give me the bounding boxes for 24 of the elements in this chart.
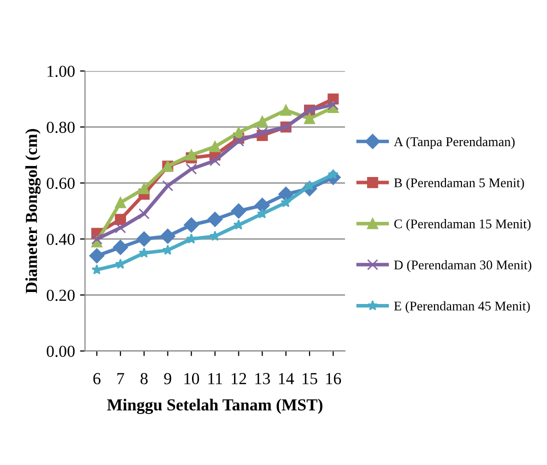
x-tick-label: 12 (232, 373, 246, 384)
x-tick-label: 9 (164, 373, 172, 384)
x-tick-label: 10 (184, 373, 200, 384)
y-axis-title: Diameter Bonggol (cm) (25, 129, 41, 294)
y-tick-label: 0.80 (46, 122, 75, 134)
legend-label: D (Perendaman 30 Menit) (394, 260, 532, 272)
y-tick-label: 0.60 (46, 178, 75, 190)
legend-label: B (Perendaman 5 Menit) (394, 178, 524, 190)
x-tick-label: 7 (117, 373, 124, 384)
y-tick-label: 1.00 (48, 66, 75, 78)
y-tick-label: 0.00 (46, 346, 75, 358)
x-tick-label: 14 (279, 373, 294, 384)
legend-label: A (Tanpa Perendaman) (394, 136, 515, 149)
x-axis-title: Minggu Setelah Tanam (MST) (107, 398, 322, 414)
y-tick-label: 0.20 (46, 290, 75, 302)
x-tick-label: 8 (140, 373, 148, 384)
legend-label: E (Perendaman 45 Menit) (394, 301, 530, 314)
x-tick-label: 15 (302, 373, 318, 384)
x-tick-label: 11 (208, 373, 222, 384)
x-tick-label: 16 (326, 373, 342, 384)
x-tick-label: 13 (255, 373, 270, 384)
y-tick-label: 0.40 (46, 234, 75, 246)
x-tick-label: 6 (93, 373, 100, 384)
legend-label: C (Perendaman 15 Menit) (394, 219, 531, 232)
